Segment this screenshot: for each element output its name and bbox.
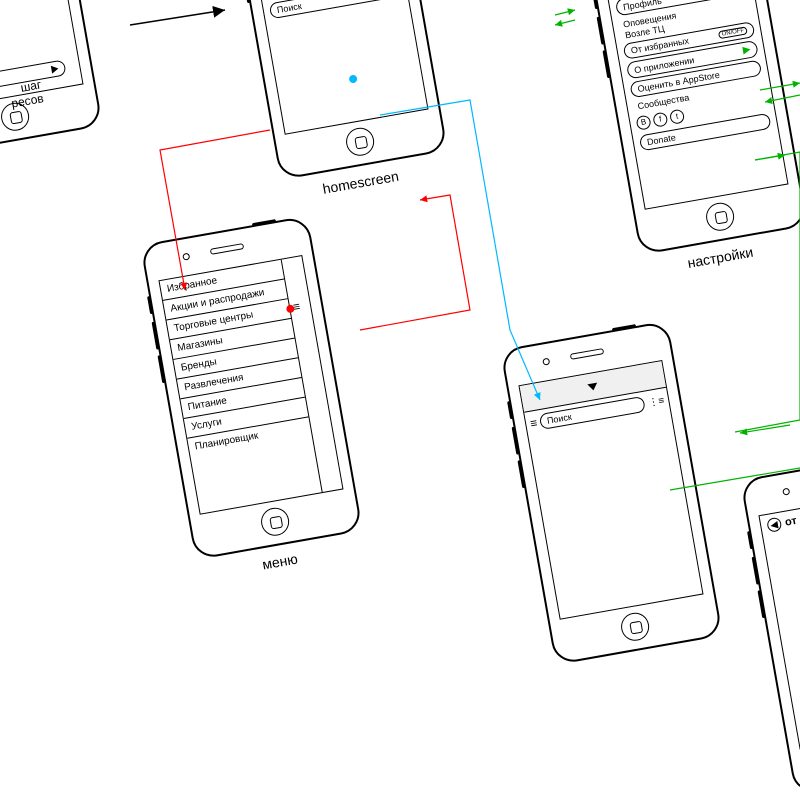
homescreen-caption: homescreen (321, 168, 400, 197)
home-button[interactable] (344, 126, 376, 158)
list-icon[interactable]: ⋮≡ (648, 395, 666, 409)
play-icon (51, 65, 59, 74)
home-button[interactable] (704, 201, 736, 233)
search-link-dot (348, 74, 357, 83)
dropdown-icon[interactable] (587, 383, 598, 392)
phone-settings: ◀ настройки Профиль▶ Оповещения Возле ТЦ… (585, 0, 800, 255)
hamburger-icon[interactable]: ≡ (530, 420, 537, 427)
toggle-icon: ON/OFF (718, 26, 748, 39)
menu-caption: меню (261, 551, 299, 573)
home-button[interactable] (619, 611, 651, 643)
phone-favorites: ◀ от избран (740, 450, 800, 795)
search-button[interactable]: Поиск (269, 0, 402, 19)
settings-caption: настройки (686, 244, 754, 271)
home-button[interactable] (259, 506, 291, 538)
social-vk-icon[interactable]: B (635, 114, 651, 130)
phone-search: ≡ Поиск ⋮≡ (500, 320, 723, 665)
social-fb-icon[interactable]: f (652, 111, 668, 127)
phone-menu: Избранное Акции и распродажи Торговые це… (140, 215, 363, 560)
favorites-title: от избран (784, 508, 800, 529)
social-tw-icon[interactable]: t (669, 108, 685, 124)
back-icon[interactable]: ◀ (766, 517, 782, 533)
phone-homescreen: Ad slider ●●●●●● Ad Ad Поиск (225, 0, 448, 180)
phone-wizard: ь работу (0, 0, 103, 155)
